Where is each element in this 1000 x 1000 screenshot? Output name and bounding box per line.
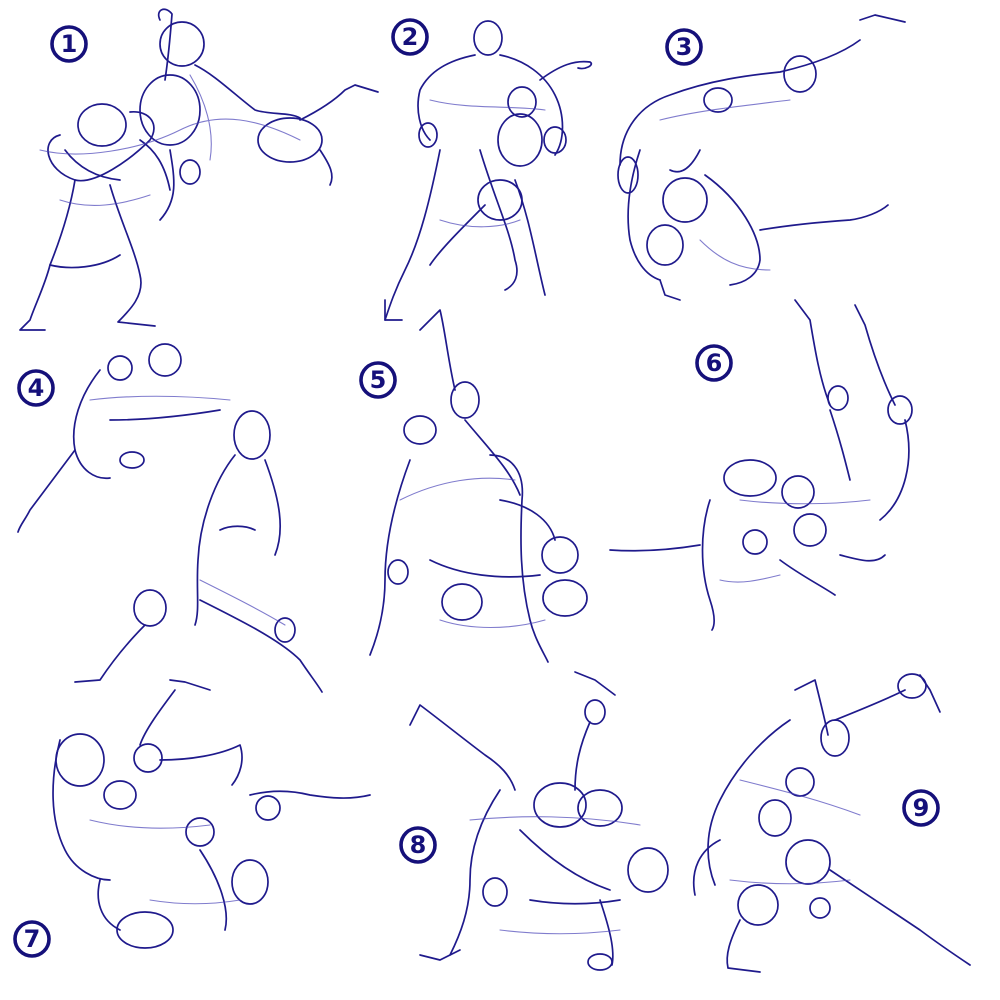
sketch-wrestlers-2 xyxy=(384,20,593,321)
sketch-wrestlers-7 xyxy=(52,679,371,949)
sketch-wrestlers-6 xyxy=(609,299,913,631)
svg-text:1: 1 xyxy=(61,30,78,58)
svg-text:6: 6 xyxy=(706,349,723,377)
sketch-wrestlers-4 xyxy=(17,343,323,693)
panel-label-9: 9 xyxy=(902,789,940,827)
sketch-wrestlers-3 xyxy=(617,14,906,301)
svg-text:9: 9 xyxy=(913,794,930,822)
panel-label-5: 5 xyxy=(359,361,397,399)
svg-text:3: 3 xyxy=(676,33,693,61)
panel-label-3: 3 xyxy=(665,28,703,66)
sketch-wrestlers-5 xyxy=(369,309,588,663)
svg-text:8: 8 xyxy=(410,831,427,859)
panel-label-2: 2 xyxy=(391,18,429,56)
svg-text:7: 7 xyxy=(24,925,41,953)
panel-label-7: 7 xyxy=(13,920,51,958)
svg-text:4: 4 xyxy=(28,374,45,402)
panel-label-4: 4 xyxy=(17,369,55,407)
sketch-wrestlers-9 xyxy=(692,673,971,973)
sketch-wrestlers-1 xyxy=(19,8,379,331)
svg-text:5: 5 xyxy=(370,366,387,394)
sketch-wrestlers-8 xyxy=(409,671,669,971)
panel-label-8: 8 xyxy=(399,826,437,864)
svg-text:2: 2 xyxy=(402,23,419,51)
panel-label-6: 6 xyxy=(695,344,733,382)
panel-label-1: 1 xyxy=(50,25,88,63)
